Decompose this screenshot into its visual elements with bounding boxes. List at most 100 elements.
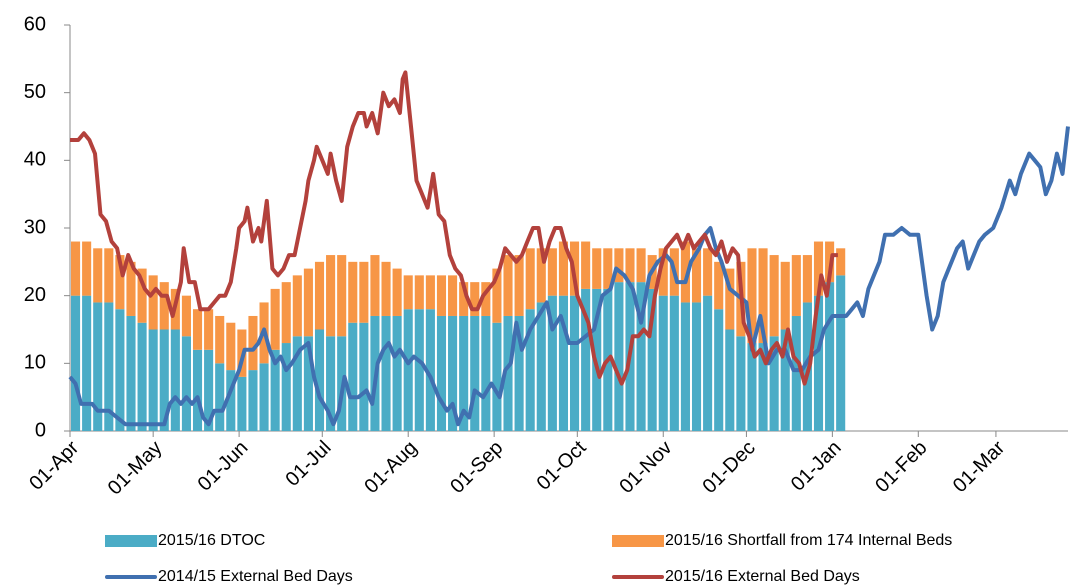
- x-tick-label: 01-Jan: [787, 437, 846, 496]
- bar: [736, 336, 746, 431]
- bar: [448, 275, 458, 316]
- bar: [82, 241, 92, 296]
- y-tick-label: 10: [24, 352, 46, 374]
- bar: [459, 315, 469, 431]
- bar: [492, 268, 502, 323]
- bar: [181, 295, 191, 337]
- bar: [392, 268, 402, 316]
- bar: [148, 329, 158, 431]
- bar: [658, 295, 668, 431]
- bar: [481, 282, 491, 316]
- bar: [414, 275, 424, 310]
- bar: [337, 255, 347, 337]
- bar: [348, 261, 358, 323]
- line: [70, 70, 838, 386]
- bar: [647, 288, 657, 431]
- x-tick-label: 01-Nov: [615, 437, 676, 498]
- bar: [71, 241, 81, 296]
- bar: [192, 349, 203, 431]
- bar: [204, 309, 214, 350]
- x-tick-label: 01-Oct: [533, 436, 591, 494]
- bar: [470, 282, 480, 316]
- bar: [581, 241, 591, 289]
- bar: [425, 275, 435, 310]
- bar: [259, 363, 269, 431]
- bar: [71, 295, 81, 431]
- bar: [226, 322, 236, 371]
- bar: [714, 309, 724, 431]
- bar: [281, 343, 291, 431]
- bar: [514, 315, 524, 431]
- bar: [459, 282, 469, 316]
- bar: [691, 302, 702, 431]
- bar: [392, 315, 402, 431]
- bar: [93, 248, 103, 303]
- legend-label: 2015/16 Shortfall from 174 Internal Beds: [665, 532, 952, 549]
- legend-swatch: [105, 535, 157, 547]
- bar: [714, 261, 724, 310]
- line: [68, 126, 1070, 427]
- bar: [536, 248, 546, 303]
- y-tick-label: 50: [24, 81, 46, 103]
- bar: [359, 261, 369, 323]
- bar: [204, 349, 214, 431]
- bar: [747, 248, 757, 344]
- bar: [425, 309, 435, 431]
- x-tick-label: 01-Sep: [446, 437, 507, 498]
- legend-swatch: [612, 535, 664, 547]
- bar: [270, 288, 280, 350]
- bar: [813, 295, 824, 431]
- bar: [414, 309, 424, 431]
- bar: [725, 329, 735, 431]
- bar: [703, 248, 713, 296]
- bar: [326, 255, 336, 337]
- bar: [547, 295, 557, 431]
- bar: [115, 309, 125, 431]
- y-tick-label: 30: [24, 216, 46, 238]
- bar: [592, 248, 602, 289]
- bar: [359, 322, 369, 431]
- bar: [292, 336, 302, 431]
- legend-label: 2015/16 External Bed Days: [665, 568, 860, 585]
- bar: [104, 248, 114, 303]
- bar: [558, 241, 569, 296]
- bar: [381, 261, 391, 316]
- bar: [215, 315, 225, 364]
- bar: [525, 309, 535, 431]
- bar: [192, 309, 203, 350]
- bar: [680, 302, 690, 431]
- bar: [181, 336, 191, 431]
- bar: [448, 315, 458, 431]
- bar: [725, 268, 735, 330]
- bar: [436, 275, 447, 316]
- bar: [503, 315, 513, 431]
- bar: [703, 295, 713, 431]
- bar: [747, 343, 757, 431]
- x-tick-label: 01-Jul: [281, 437, 335, 491]
- bar: [669, 295, 679, 431]
- bar: [403, 309, 413, 431]
- bar: [825, 282, 835, 431]
- bar: [82, 295, 92, 431]
- bar: [303, 336, 313, 431]
- bar: [237, 376, 247, 431]
- bar: [436, 315, 447, 431]
- bar: [126, 315, 136, 431]
- bar: [758, 343, 768, 431]
- bar: [769, 255, 779, 337]
- bar: [791, 255, 801, 316]
- bar: [536, 302, 546, 431]
- y-tick-label: 40: [24, 149, 46, 171]
- bar: [248, 315, 258, 371]
- bar: [126, 261, 136, 316]
- bar: [326, 336, 336, 431]
- bar: [470, 315, 480, 431]
- bar: [170, 329, 180, 431]
- bar: [503, 255, 513, 316]
- bar: [636, 248, 646, 283]
- bar: [159, 329, 169, 431]
- bar: [248, 370, 258, 431]
- bar: [547, 248, 557, 296]
- bar: [492, 322, 502, 431]
- bar: [226, 370, 236, 431]
